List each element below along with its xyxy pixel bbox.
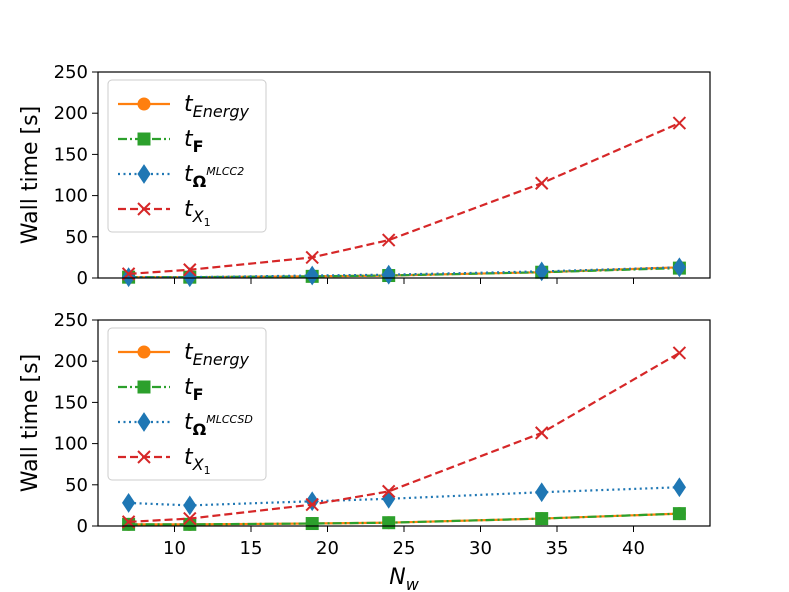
legend-swatch-marker — [137, 380, 151, 394]
legend-swatch-marker — [137, 164, 151, 184]
data-point — [305, 497, 319, 512]
legend-box — [107, 79, 267, 233]
y-tick-label: 200 — [54, 103, 88, 124]
data-point — [122, 517, 136, 531]
legend-label: tEnergy — [184, 340, 249, 369]
legend-label: tΩMLCCSD — [184, 410, 253, 439]
data-point — [672, 346, 687, 360]
data-point — [672, 477, 687, 498]
legend-label: tX1 — [184, 445, 211, 477]
x-tick-label: 40 — [622, 538, 645, 559]
legend-swatch-marker — [137, 132, 151, 146]
x-tick-label: 15 — [240, 538, 263, 559]
data-point — [183, 263, 197, 277]
legend: tEnergy tF tΩMLCC2 tX1 — [107, 79, 267, 233]
data-point — [382, 264, 396, 285]
y-axis-label: Wall time [s] — [18, 106, 43, 244]
y-tick-label: 250 — [54, 310, 88, 331]
series-line — [128, 266, 680, 279]
x-tick-label: 30 — [469, 538, 492, 559]
data-point — [535, 482, 549, 503]
series-line — [128, 512, 680, 526]
legend-box — [107, 327, 267, 481]
data-point — [183, 495, 197, 516]
data-point — [121, 493, 136, 513]
data-point — [183, 517, 197, 531]
legend: tEnergy tF tΩMLCCSD tX1 — [107, 327, 267, 481]
series-t_X1 — [121, 116, 687, 281]
series-t_X1 — [121, 346, 687, 529]
x-tick-label: 25 — [393, 538, 416, 559]
y-tick-label: 100 — [54, 434, 88, 455]
plot-frame — [97, 71, 711, 279]
series-line — [128, 122, 680, 275]
data-point — [183, 511, 197, 526]
legend-label: tΩMLCC2 — [184, 162, 244, 191]
x-axis-label: Nw — [389, 565, 419, 592]
y-tick-label: 250 — [54, 62, 88, 83]
data-point — [305, 250, 319, 265]
series-line — [128, 486, 680, 507]
data-point — [305, 517, 319, 531]
legend-label: tX1 — [184, 197, 211, 229]
series-line — [128, 352, 680, 523]
legend-swatch-marker — [137, 202, 151, 216]
data-point — [672, 507, 686, 521]
legend-swatch-marker — [137, 345, 151, 359]
legend-swatch-marker — [137, 412, 151, 432]
data-point — [672, 257, 687, 278]
data-point — [534, 176, 549, 190]
plot-frame — [97, 319, 711, 527]
y-tick-label: 150 — [54, 144, 88, 165]
data-point — [305, 265, 319, 286]
y-tick-label: 0 — [77, 516, 88, 537]
data-point — [534, 426, 549, 440]
legend-label: tF — [184, 127, 204, 156]
data-point — [381, 484, 396, 499]
legend-swatch-marker — [137, 450, 151, 464]
x-tick-label: 20 — [316, 538, 339, 559]
data-point — [382, 516, 396, 530]
data-point — [672, 116, 687, 130]
legend-swatch-marker — [137, 97, 151, 111]
x-tick-label: 10 — [163, 538, 186, 559]
series-t_Omega^MLCCSD — [121, 477, 687, 516]
y-tick-label: 100 — [54, 186, 88, 207]
x-tick-label: 35 — [546, 538, 569, 559]
y-tick-label: 150 — [54, 392, 88, 413]
y-tick-label: 200 — [54, 351, 88, 372]
y-axis-label: Wall time [s] — [18, 354, 43, 492]
legend-label: tF — [184, 375, 204, 404]
chart-panel-top: 0 50 100 150 200 250 Wall time [s] tEnergy tF tΩM… — [18, 62, 711, 289]
data-point — [381, 233, 396, 247]
y-tick-label: 0 — [77, 268, 88, 289]
y-tick-label: 50 — [65, 475, 88, 496]
legend-label: tEnergy — [184, 92, 249, 121]
data-point — [535, 261, 549, 282]
chart-panel-bottom: 0 50 100 150 200 250 10 15 20 25 30 35 40 Wall time [… — [18, 310, 711, 592]
data-point — [535, 512, 549, 526]
y-tick-label: 50 — [65, 227, 88, 248]
